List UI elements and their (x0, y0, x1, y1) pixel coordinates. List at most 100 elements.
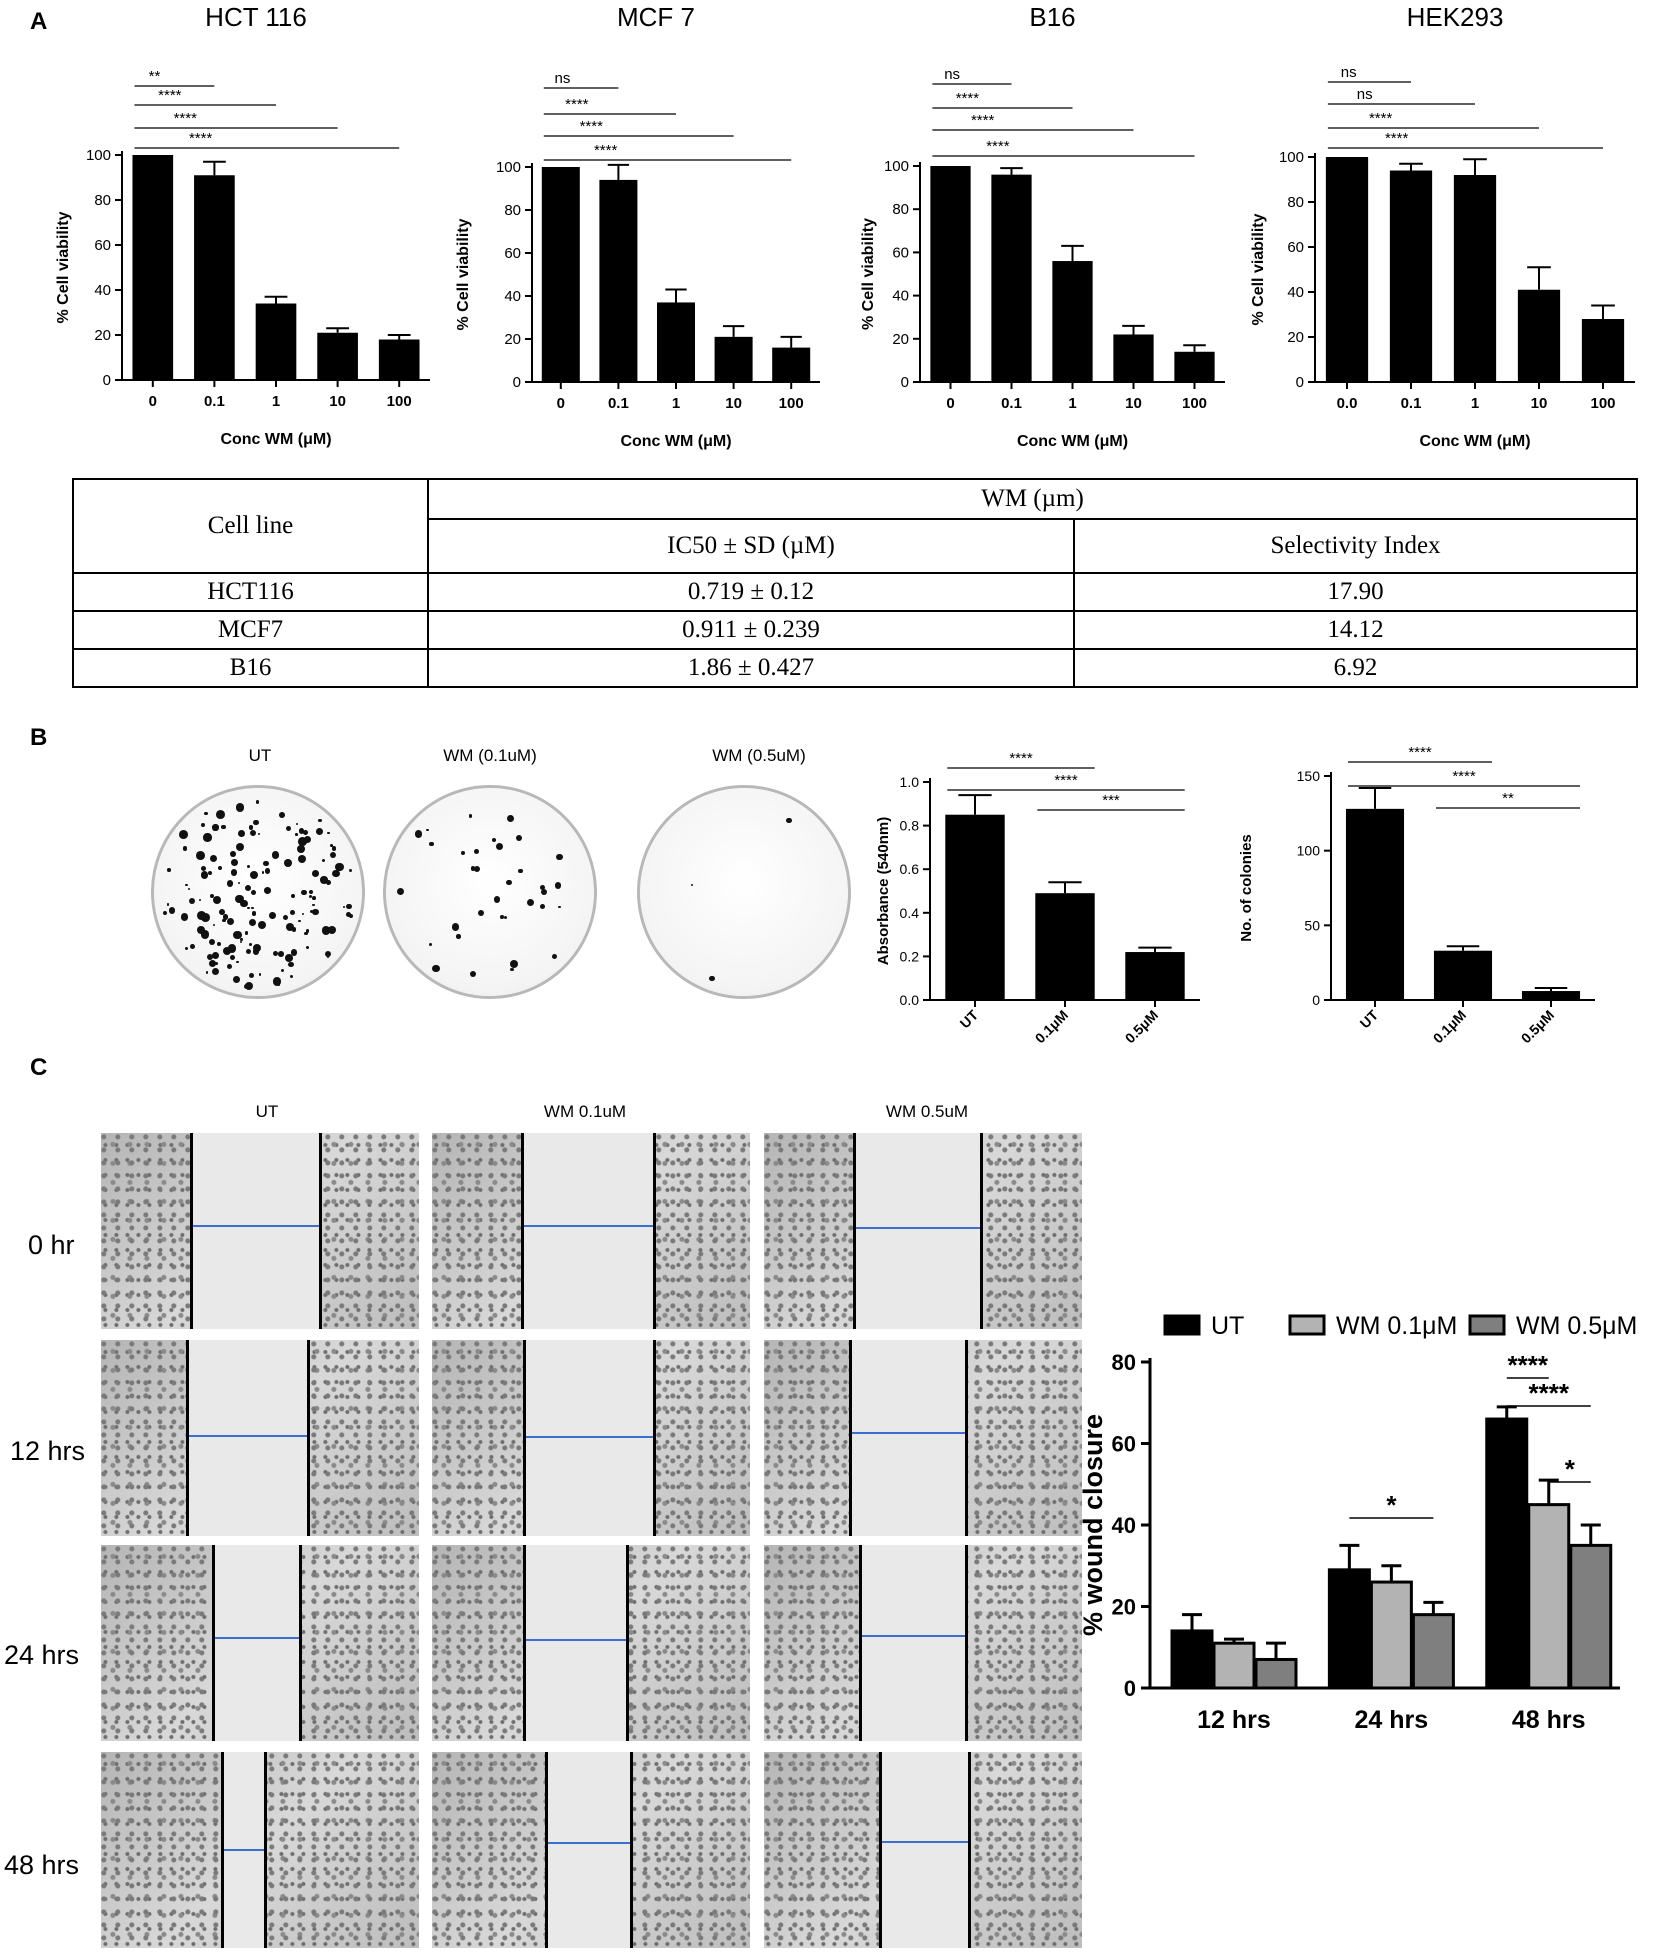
colony-dot (291, 927, 297, 932)
significance-label: *** (1102, 792, 1120, 809)
colony-dot (236, 961, 239, 964)
colony-dot (239, 899, 248, 908)
y-tick-label: 60 (892, 244, 909, 261)
y-tick-label: 40 (504, 288, 521, 305)
significance-label: **** (1529, 1378, 1570, 1408)
wound-width-line (193, 1225, 319, 1227)
colony-dot (238, 830, 245, 837)
colony-dot (243, 983, 249, 989)
colony-dot (184, 946, 188, 950)
bar (132, 155, 174, 380)
x-tick-label: 0.1 (608, 395, 629, 412)
colony-dot (312, 869, 320, 877)
colony-dot (216, 810, 226, 820)
bar (1212, 1641, 1256, 1690)
colony-dot (517, 868, 523, 874)
significance-label: ** (1502, 790, 1514, 807)
y-tick-label: 80 (1287, 194, 1304, 211)
panel-label-b: B (30, 724, 48, 751)
colony-dot (321, 858, 326, 863)
colony-dot (249, 973, 254, 979)
bar (1521, 991, 1581, 1000)
x-tick-label: 1 (1471, 395, 1479, 412)
bar (1433, 950, 1493, 1000)
colony-dot (196, 850, 205, 860)
y-axis-label: % wound closure (1078, 1414, 1108, 1636)
x-tick-label: 10 (329, 393, 346, 410)
wound-micrograph (764, 1752, 1082, 1948)
colony-dot (258, 973, 262, 976)
colony-dot (540, 889, 547, 896)
colony-dot (312, 896, 317, 900)
wound-gap (853, 1133, 983, 1329)
colony-dot (277, 983, 281, 986)
panel-label-c: C (30, 1054, 48, 1081)
colony-dot (201, 912, 211, 922)
wound-micrograph (764, 1545, 1082, 1741)
colony-dot (198, 898, 202, 902)
significance-label: **** (971, 112, 995, 129)
wound-row-label-24hrs: 24 hrs (4, 1640, 80, 1670)
cell-line-name: B16 (72, 648, 429, 688)
colony-dot (327, 831, 330, 835)
colony-dot (230, 850, 236, 857)
colony-dot (190, 944, 196, 950)
chart-wound: 0 20 40 60 80 % wound closure 12 hrs 24 hrs 48 h… (1078, 1312, 1637, 1734)
colony-dot (201, 865, 207, 871)
colony-dot (291, 894, 296, 898)
colony-dot (226, 880, 234, 887)
chart-absorbance: 0.0 0.2 0.4 0.6 0.8 1.0 UT 0.1μM 0.5μM Absorbance… (875, 750, 1200, 1046)
y-tick-label: 0.4 (900, 905, 920, 921)
colony-dot (554, 882, 562, 889)
y-tick-label: 80 (94, 192, 111, 209)
colony-dot (343, 905, 346, 908)
colony-dot (477, 910, 484, 917)
chart-title: B16 (1029, 2, 1075, 32)
significance-label: **** (580, 118, 604, 135)
y-tick-label: 100 (1297, 843, 1321, 859)
x-axis-label: Conc WM (μM) (620, 433, 731, 450)
legend-label: UT (1211, 1312, 1244, 1340)
bar (1453, 175, 1497, 382)
colony-dot (210, 893, 215, 898)
colony-dot (503, 915, 508, 919)
ic50-table: Cell line WM (µm) IC50 ± SD (µM) Selecti… (72, 478, 1639, 688)
wound-micrograph (101, 1340, 419, 1536)
colony-dot (493, 895, 501, 903)
colony-dot (317, 818, 322, 823)
wound-gap (523, 1340, 656, 1536)
colony-dot (474, 849, 480, 854)
colony-dot (272, 977, 282, 986)
y-tick-label: 60 (504, 245, 521, 262)
significance-label: ns (1341, 64, 1357, 81)
colony-dot (231, 859, 239, 867)
y-tick-label: 0.8 (900, 818, 920, 834)
bar (1170, 1629, 1214, 1690)
colony-dish-wm-01 (383, 785, 597, 999)
colony-dot (182, 846, 188, 852)
colony-dot (200, 822, 206, 828)
x-tick-label: 100 (779, 395, 804, 412)
colony-dot (212, 967, 220, 975)
colony-dot (539, 885, 546, 891)
header-cell-line: Cell line (72, 478, 429, 574)
bar (656, 302, 696, 382)
colony-dot (215, 962, 219, 965)
bar (1569, 1543, 1613, 1690)
y-tick-label: 20 (1287, 329, 1304, 346)
colony-dot (166, 903, 170, 906)
bar (930, 166, 971, 382)
colony-dot (302, 829, 308, 835)
dish-label-wm-01: WM (0.1uM) (443, 746, 537, 765)
colony-dot (330, 852, 337, 858)
wound-gap (523, 1545, 629, 1741)
y-axis-label: % Cell viability (1250, 213, 1267, 325)
legend-swatch (1288, 1314, 1326, 1336)
colony-dot (304, 931, 308, 935)
colony-dot (285, 922, 295, 932)
x-tick-label: 24 hrs (1355, 1706, 1429, 1734)
x-tick-label: 1 (272, 393, 280, 410)
colony-dot (179, 830, 188, 840)
colony-dot (233, 976, 241, 983)
y-tick-label: 100 (884, 158, 909, 175)
